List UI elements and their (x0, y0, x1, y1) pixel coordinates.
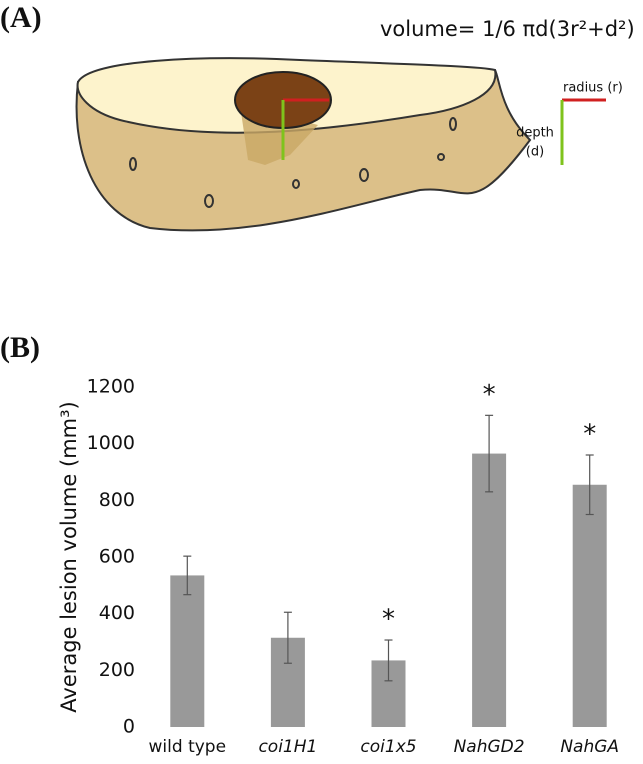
x-tick-label: coi1x5 (360, 737, 416, 757)
y-tick-label: 0 (123, 716, 135, 738)
radius-label: radius (r) (563, 81, 623, 96)
significance-marker: * (583, 420, 596, 450)
y-tick-label: 200 (99, 659, 135, 681)
formula: volume= 1/6 πd(3r²+d²) (380, 17, 635, 41)
y-tick-label: 1200 (87, 376, 135, 398)
x-tick-label: NahGA (560, 737, 619, 757)
x-tick-label: coi1H1 (258, 737, 317, 757)
significance-marker: * (483, 380, 496, 410)
y-axis-label: Average lesion volume (mm³) (57, 401, 81, 712)
depth-label: (d) (526, 145, 544, 160)
y-tick-label: 1000 (87, 432, 135, 454)
y-tick-label: 400 (99, 602, 135, 624)
bar (472, 453, 507, 727)
x-tick-label: NahGD2 (454, 737, 525, 757)
y-tick-label: 600 (99, 546, 135, 568)
y-tick-label: 800 (99, 489, 135, 511)
significance-marker: * (382, 605, 395, 635)
bar (170, 575, 205, 727)
bar (572, 484, 607, 727)
panel-label: (A) (0, 1, 42, 34)
panel-label: (B) (0, 331, 40, 364)
fruit-diagram (75, 57, 606, 232)
x-tick-label: wild type (149, 737, 227, 757)
depth-label: depth (516, 126, 554, 141)
